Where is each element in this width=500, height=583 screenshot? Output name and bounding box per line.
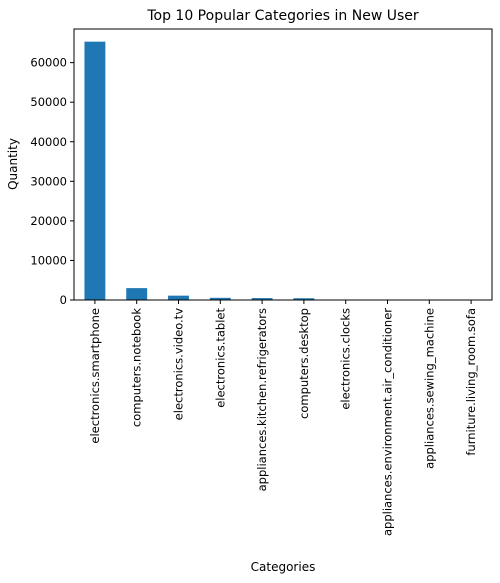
chart-title: Top 10 Popular Categories in New User (146, 8, 419, 24)
x-tick-label: appliances.kitchen.refrigerators (255, 308, 269, 491)
x-tick-label: furniture.living_room.sofa (464, 308, 478, 456)
y-tick-label: 10000 (30, 253, 67, 267)
x-tick-label: appliances.sewing_machine (422, 308, 436, 469)
y-tick-label: 50000 (30, 95, 67, 109)
x-tick-label: computers.desktop (297, 308, 311, 419)
x-tick-label: electronics.video.tv (172, 308, 186, 421)
bar-computers-notebook (126, 288, 148, 300)
y-tick-label: 60000 (30, 56, 67, 70)
y-axis-label: Quantity (6, 138, 20, 190)
x-tick-label: computers.notebook (130, 308, 144, 427)
bar-computers-desktop (293, 298, 315, 300)
bar-electronics-tablet (209, 297, 231, 300)
y-axis: 0 10000 20000 30000 40000 50000 60000 (30, 56, 74, 307)
x-tick-label: electronics.clocks (339, 308, 353, 410)
y-tick-label: 0 (60, 293, 67, 307)
x-axis-label: Categories (251, 560, 316, 574)
bar-electronics-video-tv (168, 295, 189, 300)
x-tick-label: electronics.smartphone (88, 308, 102, 444)
plot-frame (73, 28, 493, 301)
y-tick-label: 30000 (30, 174, 67, 188)
bar-electronics-smartphone (84, 41, 106, 300)
x-axis: electronics.smartphone computers.notebook… (88, 300, 478, 536)
x-tick-label: appliances.environment.air_conditioner (381, 308, 395, 536)
x-tick-label: electronics.tablet (213, 308, 227, 408)
y-tick-label: 40000 (30, 135, 67, 149)
y-tick-label: 20000 (30, 214, 67, 228)
bars-group (84, 41, 482, 300)
bar-appliances-kitchen-refrigerators (251, 298, 273, 300)
